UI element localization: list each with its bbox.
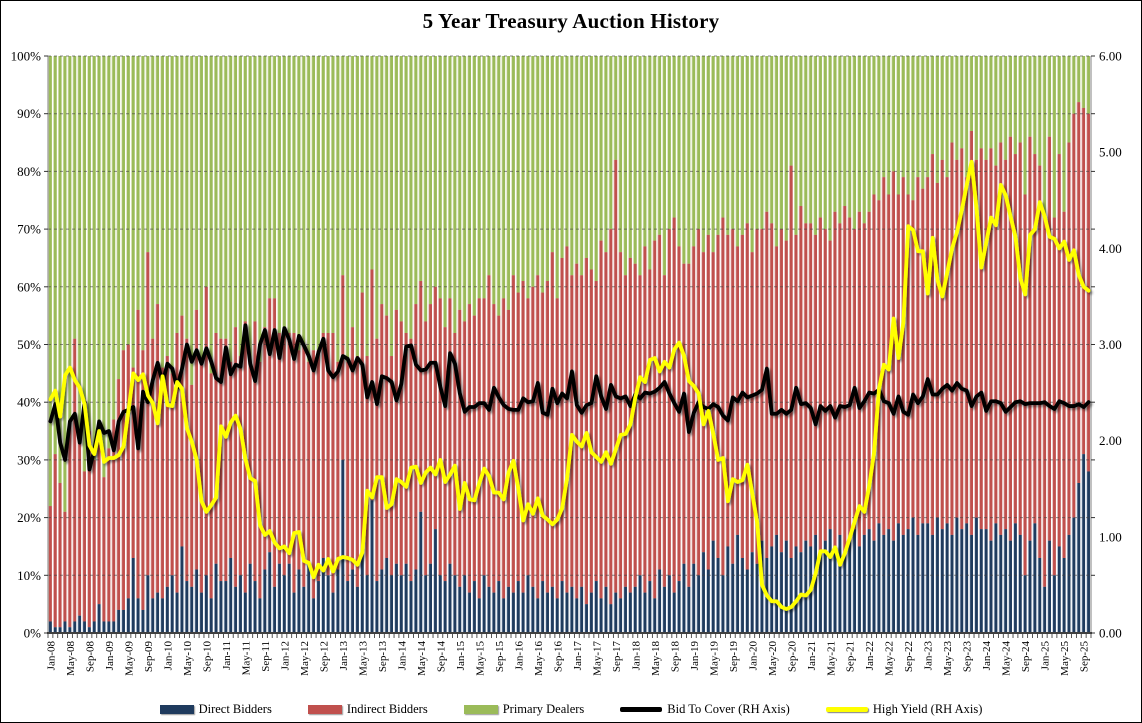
svg-text:Sep-15: Sep-15 <box>494 641 506 673</box>
svg-text:May-25: May-25 <box>1059 641 1071 676</box>
legend-label: Indirect Bidders <box>346 702 428 716</box>
svg-text:Jan-23: Jan-23 <box>923 641 935 671</box>
svg-text:Jan-20: Jan-20 <box>747 641 759 671</box>
svg-text:60%: 60% <box>17 279 41 294</box>
legend-label: High Yield (RH Axis) <box>872 702 983 716</box>
svg-text:4.00: 4.00 <box>1099 241 1122 256</box>
svg-text:Jan-25: Jan-25 <box>1040 641 1052 671</box>
legend-item-high-yield: High Yield (RH Axis) <box>825 702 983 717</box>
legend-label: Direct Bidders <box>198 702 272 716</box>
svg-text:1.00: 1.00 <box>1099 529 1122 544</box>
legend-item-primary-dealers: Primary Dealers <box>463 702 585 717</box>
svg-text:Sep-22: Sep-22 <box>903 641 915 672</box>
legend-item-indirect-bidders: Indirect Bidders <box>307 702 428 717</box>
svg-text:May-10: May-10 <box>182 641 194 676</box>
svg-text:2.00: 2.00 <box>1099 433 1122 448</box>
svg-text:40%: 40% <box>17 395 41 410</box>
svg-text:Sep-17: Sep-17 <box>611 641 623 673</box>
page-title: 5 Year Treasury Auction History <box>422 9 720 33</box>
svg-text:90%: 90% <box>17 106 41 121</box>
svg-text:May-13: May-13 <box>357 641 369 676</box>
svg-text:Jan-08: Jan-08 <box>45 641 57 671</box>
svg-text:Jan-17: Jan-17 <box>572 641 584 671</box>
svg-text:May-19: May-19 <box>708 641 720 676</box>
svg-text:May-18: May-18 <box>650 641 662 676</box>
direct-bidders-swatch-icon <box>159 705 194 714</box>
svg-text:Jan-09: Jan-09 <box>104 641 116 671</box>
svg-text:May-20: May-20 <box>767 641 779 676</box>
svg-text:Sep-23: Sep-23 <box>962 641 974 673</box>
bid-to-cover-line-swatch-icon <box>620 707 663 712</box>
svg-text:Sep-16: Sep-16 <box>552 641 564 673</box>
svg-text:0%: 0% <box>24 626 42 641</box>
svg-text:Jan-13: Jan-13 <box>338 641 350 671</box>
svg-text:Sep-08: Sep-08 <box>84 641 96 673</box>
svg-text:Sep-20: Sep-20 <box>786 641 798 673</box>
svg-text:20%: 20% <box>17 510 41 525</box>
svg-text:Sep-25: Sep-25 <box>1079 641 1091 673</box>
svg-text:Jan-16: Jan-16 <box>513 641 525 671</box>
svg-text:Sep-18: Sep-18 <box>669 641 681 673</box>
svg-text:Jan-10: Jan-10 <box>162 641 174 671</box>
svg-text:30%: 30% <box>17 452 41 467</box>
primary-dealers-swatch-icon <box>463 705 498 714</box>
svg-text:May-12: May-12 <box>299 641 311 676</box>
legend-label: Bid To Cover (RH Axis) <box>667 702 790 716</box>
svg-text:10%: 10% <box>17 568 41 583</box>
svg-text:May-11: May-11 <box>240 641 252 675</box>
svg-text:May-21: May-21 <box>825 641 837 676</box>
svg-text:May-22: May-22 <box>884 641 896 676</box>
svg-text:Sep-11: Sep-11 <box>260 641 272 672</box>
svg-text:Jan-19: Jan-19 <box>689 641 701 671</box>
legend-item-direct-bidders: Direct Bidders <box>159 702 272 717</box>
svg-text:Jan-21: Jan-21 <box>806 641 818 670</box>
svg-text:70%: 70% <box>17 222 41 237</box>
svg-text:Sep-10: Sep-10 <box>201 641 213 673</box>
svg-text:Jan-14: Jan-14 <box>396 641 408 671</box>
svg-text:0.00: 0.00 <box>1099 626 1122 641</box>
svg-text:Sep-14: Sep-14 <box>435 641 447 673</box>
svg-text:50%: 50% <box>17 337 41 352</box>
svg-text:May-09: May-09 <box>123 641 135 676</box>
svg-text:5.00: 5.00 <box>1099 145 1122 160</box>
legend-label: Primary Dealers <box>502 702 585 716</box>
svg-text:May-16: May-16 <box>533 641 545 676</box>
svg-text:80%: 80% <box>17 164 41 179</box>
svg-text:100%: 100% <box>11 49 42 64</box>
svg-text:Jan-22: Jan-22 <box>864 641 876 670</box>
svg-text:Sep-09: Sep-09 <box>143 641 155 673</box>
svg-text:6.00: 6.00 <box>1099 49 1122 64</box>
svg-text:3.00: 3.00 <box>1099 337 1122 352</box>
svg-text:May-17: May-17 <box>591 641 603 676</box>
svg-text:Sep-19: Sep-19 <box>728 641 740 673</box>
svg-text:Jan-11: Jan-11 <box>221 641 233 670</box>
svg-text:Sep-12: Sep-12 <box>318 641 330 672</box>
svg-text:Sep-24: Sep-24 <box>1020 641 1032 673</box>
legend-item-bid-to-cover: Bid To Cover (RH Axis) <box>620 702 790 717</box>
svg-text:Jan-12: Jan-12 <box>279 641 291 670</box>
svg-text:May-23: May-23 <box>942 641 954 676</box>
svg-text:Jan-18: Jan-18 <box>630 641 642 671</box>
legend: Direct Bidders Indirect Bidders Primary … <box>1 702 1141 717</box>
high-yield-line-swatch-icon <box>825 707 868 712</box>
indirect-bidders-swatch-icon <box>307 705 342 714</box>
svg-text:Jan-15: Jan-15 <box>455 641 467 671</box>
svg-text:May-15: May-15 <box>474 641 486 676</box>
svg-text:May-14: May-14 <box>416 641 428 676</box>
svg-text:Jan-24: Jan-24 <box>981 641 993 671</box>
svg-text:Sep-13: Sep-13 <box>377 641 389 673</box>
svg-text:May-24: May-24 <box>1001 641 1013 676</box>
svg-text:May-08: May-08 <box>65 641 77 676</box>
svg-text:Sep-21: Sep-21 <box>845 641 857 672</box>
